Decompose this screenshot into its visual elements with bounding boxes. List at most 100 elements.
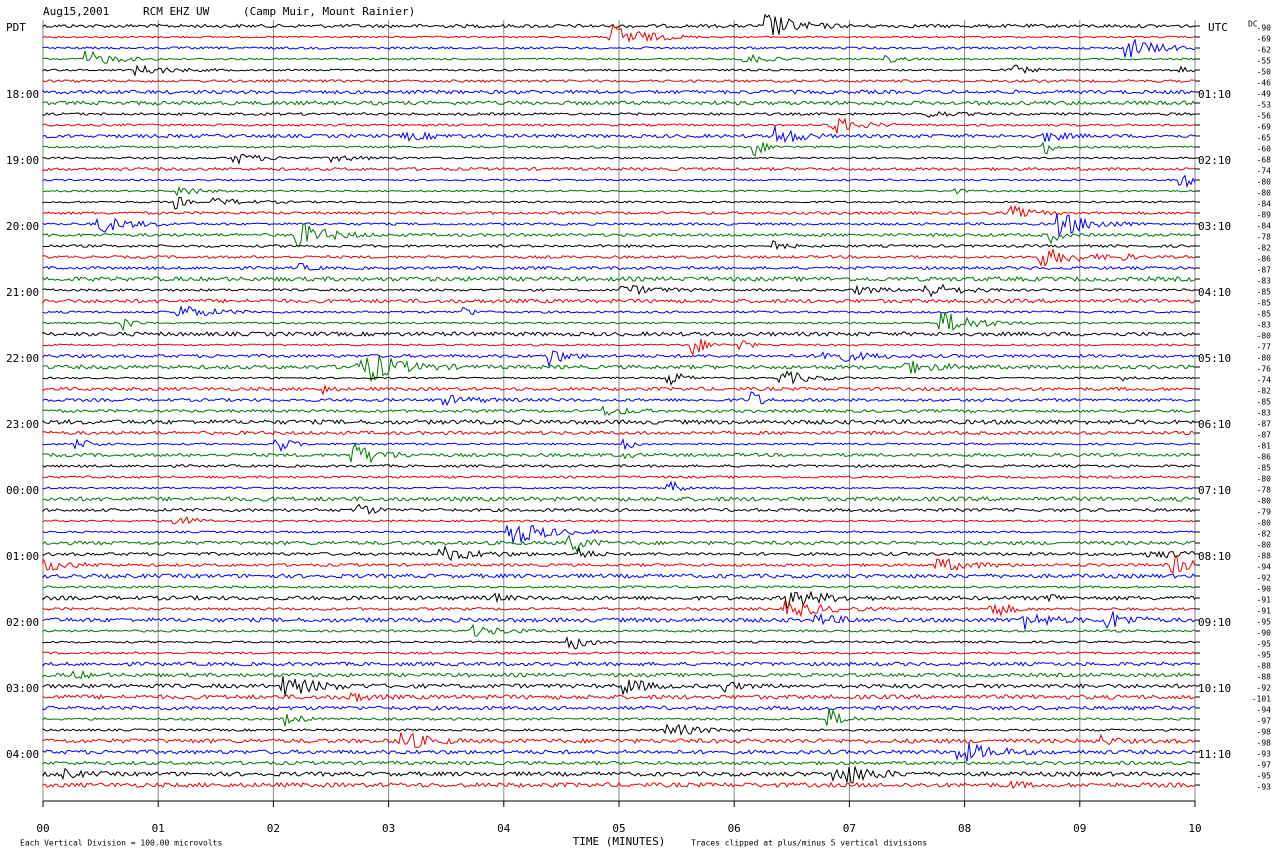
pdt-label: 00:00 [6,484,39,497]
dc-label: -87 [1257,431,1272,440]
utc-label: 05:10 [1198,352,1231,365]
trace [42,742,1196,762]
dc-label: -89 [1257,211,1272,220]
dc-label: -94 [1257,706,1272,715]
trace [42,516,1196,525]
scale-note: Each Vertical Division = 100.00 microvol… [20,839,222,848]
dc-label: -56 [1257,112,1272,121]
utc-label: 04:10 [1198,286,1231,299]
dc-label: -85 [1257,299,1272,308]
trace [42,555,1196,574]
trace [42,590,1196,609]
dc-label: -53 [1257,101,1272,110]
dc-label: -83 [1257,321,1272,330]
trace [42,766,1196,784]
dc-label: -76 [1257,365,1272,374]
trace [42,585,1196,589]
dc-label: -69 [1257,123,1272,132]
dc-label: -50 [1257,68,1272,77]
trace [42,676,1196,697]
date: Aug15,2001 [43,5,109,18]
trace [42,760,1196,766]
dc-label: -86 [1257,453,1272,462]
trace [42,692,1196,703]
trace [42,534,1196,553]
dc-label: -60 [1257,145,1272,154]
trace [42,705,1196,711]
trace [42,355,1196,382]
right-axis-title: UTC [1208,21,1228,34]
trace [42,312,1196,332]
dc-label: -79 [1257,508,1272,517]
dc-label: -90 [1257,24,1272,33]
trace [42,732,1196,748]
trace [42,262,1196,271]
dc-label: -74 [1257,167,1272,176]
utc-label: 08:10 [1198,550,1231,563]
dc-label: -84 [1257,222,1272,231]
x-tick-label: 01 [152,822,165,835]
dc-label: -85 [1257,398,1272,407]
trace [42,430,1196,436]
trace [42,708,1196,727]
trace [42,370,1196,387]
trace [42,669,1196,680]
trace [42,100,1196,106]
dc-label: -85 [1257,310,1272,319]
trace [42,305,1195,317]
dc-label: -69 [1257,35,1272,44]
trace [42,480,1196,492]
dc-label: -80 [1257,354,1272,363]
trace [42,166,1196,172]
x-tick-label: 06 [728,822,741,835]
trace [42,23,1196,44]
dc-label: -95 [1257,651,1272,660]
trace [42,418,1196,425]
dc-label: -65 [1257,134,1272,143]
trace [42,573,1196,579]
x-tick-label: 08 [958,822,971,835]
pdt-label: 04:00 [6,748,39,761]
location: (Camp Muir, Mount Rainier) [243,5,415,18]
pdt-label: 21:00 [6,286,39,299]
dc-label: -95 [1257,772,1272,781]
dc-label: -97 [1257,717,1272,726]
dc-label: -81 [1257,442,1272,451]
trace [42,89,1196,95]
trace [42,779,1196,790]
dc-label: -95 [1257,618,1272,627]
trace [42,723,1196,737]
trace [42,600,1196,618]
dc-label: -93 [1257,750,1272,759]
trace [42,50,1196,64]
dc-label: -92 [1257,684,1272,693]
dc-label: -92 [1257,574,1272,583]
pdt-label: 01:00 [6,550,39,563]
trace [42,196,1196,210]
dc-label: -97 [1257,761,1272,770]
dc-label: -85 [1257,464,1272,473]
dc-label: -91 [1257,596,1272,605]
x-tick-label: 05 [612,822,625,835]
trace [42,338,1196,356]
trace [42,475,1196,479]
dc-label: -98 [1257,728,1272,737]
dc-label: -80 [1257,475,1272,484]
trace [42,495,1196,502]
trace [42,275,1196,283]
trace [42,223,1196,248]
trace [42,611,1196,630]
x-tick-label: 00 [36,822,49,835]
dc-label: -62 [1257,46,1272,55]
dc-title: DC [1248,20,1258,29]
utc-label: 06:10 [1198,418,1231,431]
station: RCM EHZ UW [143,5,210,18]
dc-label: -83 [1257,277,1272,286]
dc-label: -94 [1257,563,1272,572]
trace [42,213,1196,238]
dc-label: -88 [1257,552,1272,561]
dc-label: -90 [1257,585,1272,594]
utc-label: 02:10 [1198,154,1231,167]
clip-note: Traces clipped at plus/minus 5 vertical … [691,839,927,848]
x-tick-label: 09 [1073,822,1086,835]
